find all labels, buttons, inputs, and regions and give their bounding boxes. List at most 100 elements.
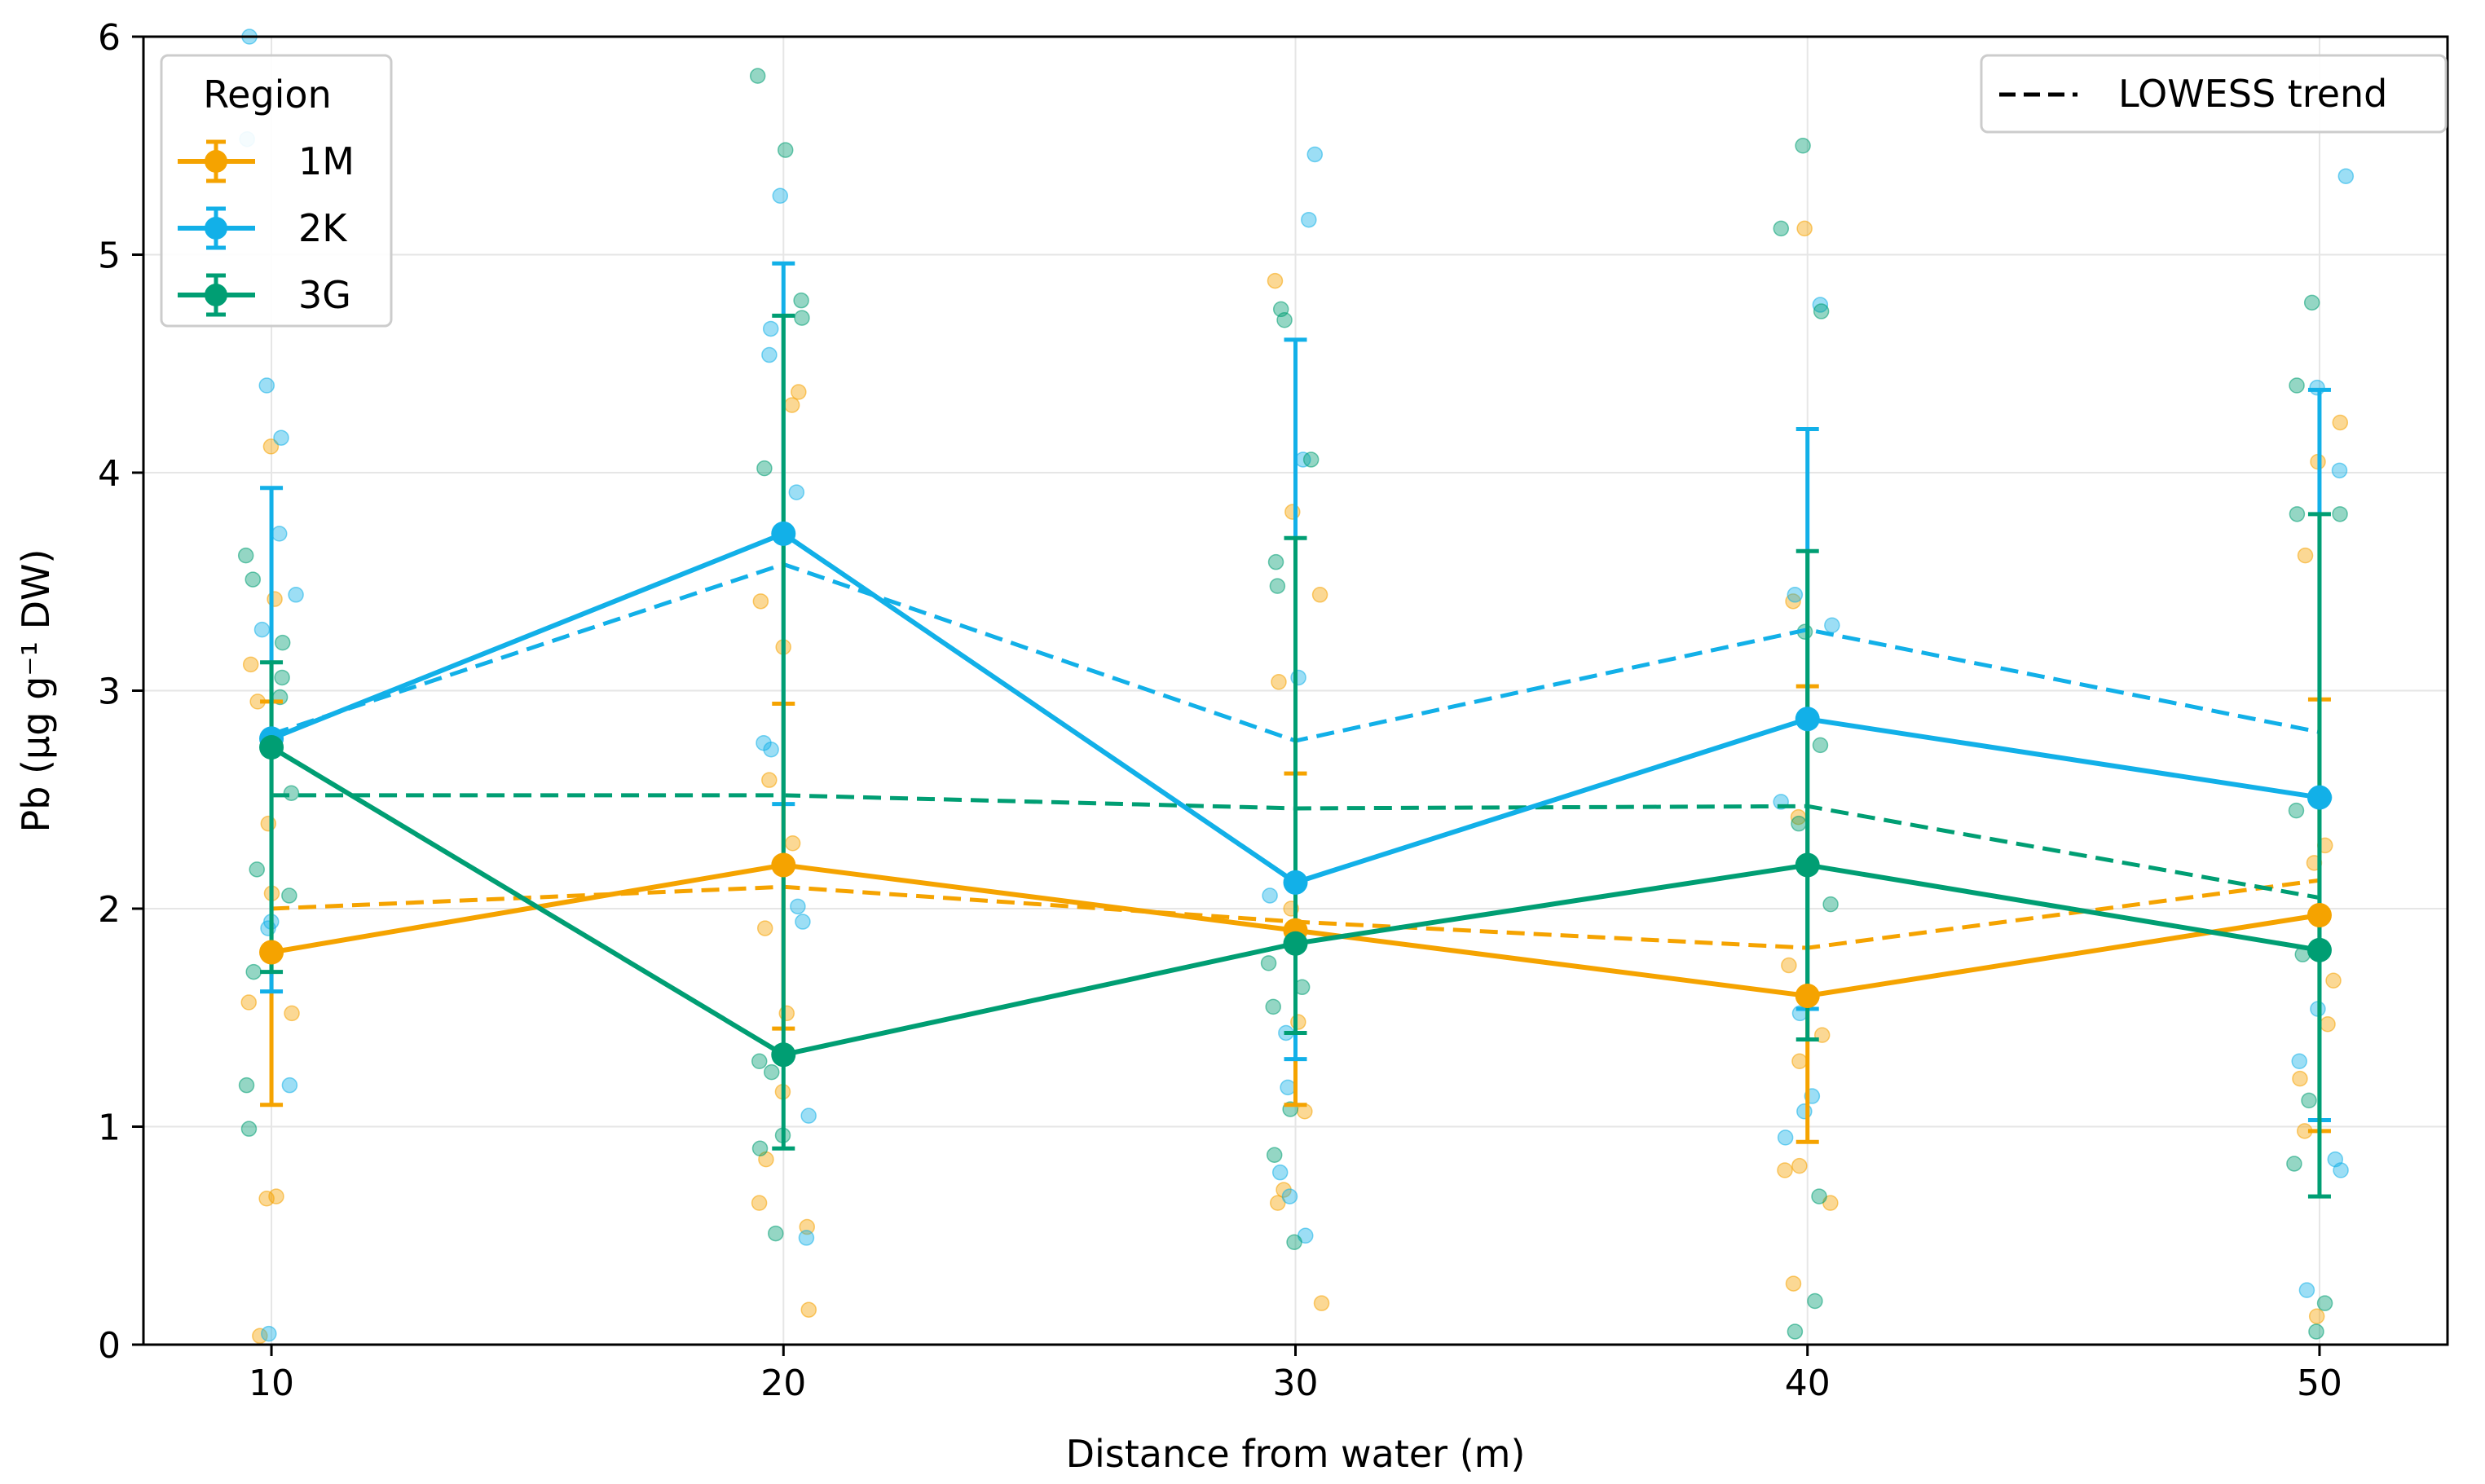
mean-marker-3G-50 (2307, 937, 2332, 962)
x-axis-label: Distance from water (m) (1066, 1432, 1526, 1476)
x-tick-label-30: 30 (1273, 1363, 1319, 1404)
x-tick-label-10: 10 (249, 1363, 294, 1404)
legend-label-2K: 2K (298, 206, 348, 250)
scatter-point-1M-29 (1290, 1014, 1306, 1030)
y-tick-label-0: 0 (98, 1325, 121, 1367)
scatter-point-3G-32 (1286, 1234, 1302, 1251)
scatter-point-3G-44 (2289, 377, 2305, 394)
scatter-point-3G-23 (1276, 312, 1293, 328)
scatter-point-3G-46 (2289, 506, 2306, 522)
scatter-point-3G-27 (1260, 955, 1277, 971)
scatter-point-3G-47 (2288, 802, 2305, 819)
scatter-point-2K-18 (790, 898, 806, 915)
scatter-point-1M-44 (1785, 1275, 1802, 1292)
x-tick-label-50: 50 (2297, 1363, 2342, 1404)
scatter-point-3G-20 (751, 1140, 769, 1156)
scatter-point-3G-50 (2286, 1156, 2302, 1172)
scatter-point-2K-48 (2298, 1282, 2315, 1298)
scatter-point-2K-40 (2337, 168, 2355, 184)
scatter-point-1M-7 (284, 1005, 300, 1022)
scatter-point-1M-51 (2320, 1016, 2336, 1033)
scatter-point-2K-23 (1301, 211, 1317, 228)
scatter-point-3G-6 (249, 861, 265, 878)
scatter-point-1M-17 (756, 920, 773, 936)
scatter-point-3G-43 (2303, 294, 2320, 311)
scatter-point-1M-13 (752, 593, 769, 610)
scatter-point-1M-54 (2308, 1308, 2325, 1324)
x-tick-label-20: 20 (760, 1363, 806, 1404)
scatter-point-3G-40 (1811, 1188, 1827, 1204)
scatter-point-2K-5 (288, 587, 304, 603)
y-tick-label-1: 1 (98, 1107, 121, 1149)
scatter-point-1M-26 (1311, 587, 1328, 603)
scatter-point-2K-10 (281, 1077, 298, 1094)
legend-marker-3G (205, 284, 227, 306)
scatter-point-1M-42 (1777, 1162, 1793, 1178)
scatter-point-3G-33 (1795, 138, 1811, 154)
scatter-point-1M-38 (1781, 957, 1797, 974)
scatter-point-1M-23 (800, 1301, 817, 1318)
scatter-point-2K-26 (1262, 887, 1278, 904)
scatter-point-2K-33 (1787, 587, 1804, 603)
scatter-point-1M-33 (1313, 1295, 1330, 1311)
scatter-point-2K-39 (1777, 1130, 1794, 1146)
mean-marker-2K-40 (1795, 707, 1820, 732)
mean-marker-3G-40 (1795, 852, 1820, 878)
mean-marker-1M-20 (771, 852, 796, 878)
legend-label-3G: 3G (298, 273, 351, 317)
mean-marker-1M-50 (2307, 903, 2332, 928)
scatter-point-1M-15 (761, 772, 778, 788)
scatter-point-1M-0 (262, 438, 280, 455)
x-axis-ticks: 10 20 30 40 50 (249, 1345, 2342, 1404)
scatter-point-2K-29 (1271, 1164, 1289, 1181)
scatter-point-3G-9 (238, 1077, 255, 1094)
x-tick-label-40: 40 (1785, 1363, 1831, 1404)
scatter-point-3G-10 (240, 1121, 258, 1137)
mean-lines (259, 521, 2332, 1068)
scatter-point-2K-14 (761, 346, 778, 363)
legend-trend-box (1980, 54, 2448, 134)
scatter-point-1M-21 (751, 1195, 768, 1211)
scatter-point-3G-24 (1302, 451, 1320, 468)
legend-trend: LOWESS trend (1980, 54, 2448, 134)
scatter-point-1M-8 (268, 1188, 284, 1204)
scatter-point-3G-29 (1265, 998, 1281, 1015)
scatter-point-3G-38 (1791, 815, 1807, 832)
scatter-point-3G-14 (794, 310, 810, 326)
scatter-point-2K-42 (2331, 462, 2348, 479)
scatter-point-3G-18 (763, 1063, 780, 1081)
mean-marker-2K-50 (2307, 785, 2332, 810)
scatter-point-1M-24 (1267, 272, 1284, 289)
scatter-point-2K-15 (788, 484, 805, 500)
mean-marker-1M-10 (259, 940, 284, 965)
scatter-point-1M-52 (2292, 1070, 2308, 1087)
scatter-point-2K-45 (2291, 1053, 2307, 1069)
scatter-point-2K-41 (2309, 379, 2325, 396)
legend-marker-1M (205, 150, 227, 173)
scatter-point-3G-39 (1822, 896, 1839, 913)
scatter-point-3G-17 (751, 1053, 768, 1069)
scatter-point-2K-47 (2333, 1162, 2349, 1178)
scatter-point-2K-34 (1824, 617, 1840, 633)
scatter-point-3G-26 (1269, 578, 1286, 594)
legend-trend-label: LOWESS trend (2118, 72, 2387, 116)
scatter-point-1M-50 (2325, 972, 2342, 989)
scatter-point-3G-8 (245, 963, 262, 980)
scatter-point-3G-5 (283, 785, 300, 801)
scatter-point-1M-11 (791, 384, 807, 400)
scatter-point-1M-27 (1271, 674, 1287, 690)
scatter-point-3G-13 (793, 292, 809, 309)
scatter-point-3G-15 (756, 460, 773, 477)
scatter-point-1M-40 (1791, 1053, 1808, 1069)
scatter-point-3G-34 (1773, 220, 1790, 237)
legend-region: Region 1M 2K 3G (160, 54, 393, 328)
scatter-point-2K-22 (1306, 146, 1324, 163)
scatter-point-1M-45 (2332, 414, 2349, 431)
scatter-point-3G-35 (1813, 303, 1830, 319)
scatter-point-3G-11 (749, 68, 766, 84)
scatter-point-2K-6 (253, 621, 271, 638)
y-tick-label-6: 6 (98, 17, 121, 59)
y-tick-label-4: 4 (98, 453, 121, 495)
